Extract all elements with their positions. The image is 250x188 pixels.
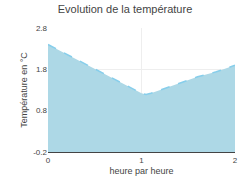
svg-text:-0.2: -0.2 <box>33 148 47 157</box>
svg-text:1: 1 <box>139 156 144 165</box>
svg-text:2: 2 <box>233 156 238 165</box>
svg-text:2.8: 2.8 <box>36 24 48 33</box>
svg-text:Température en °C: Température en °C <box>19 52 29 128</box>
svg-text:0: 0 <box>46 156 51 165</box>
svg-text:1.8: 1.8 <box>36 65 48 74</box>
svg-text:heure par heure: heure par heure <box>109 166 173 176</box>
svg-text:Evolution de la température: Evolution de la température <box>58 3 193 15</box>
svg-text:0.8: 0.8 <box>36 106 48 115</box>
